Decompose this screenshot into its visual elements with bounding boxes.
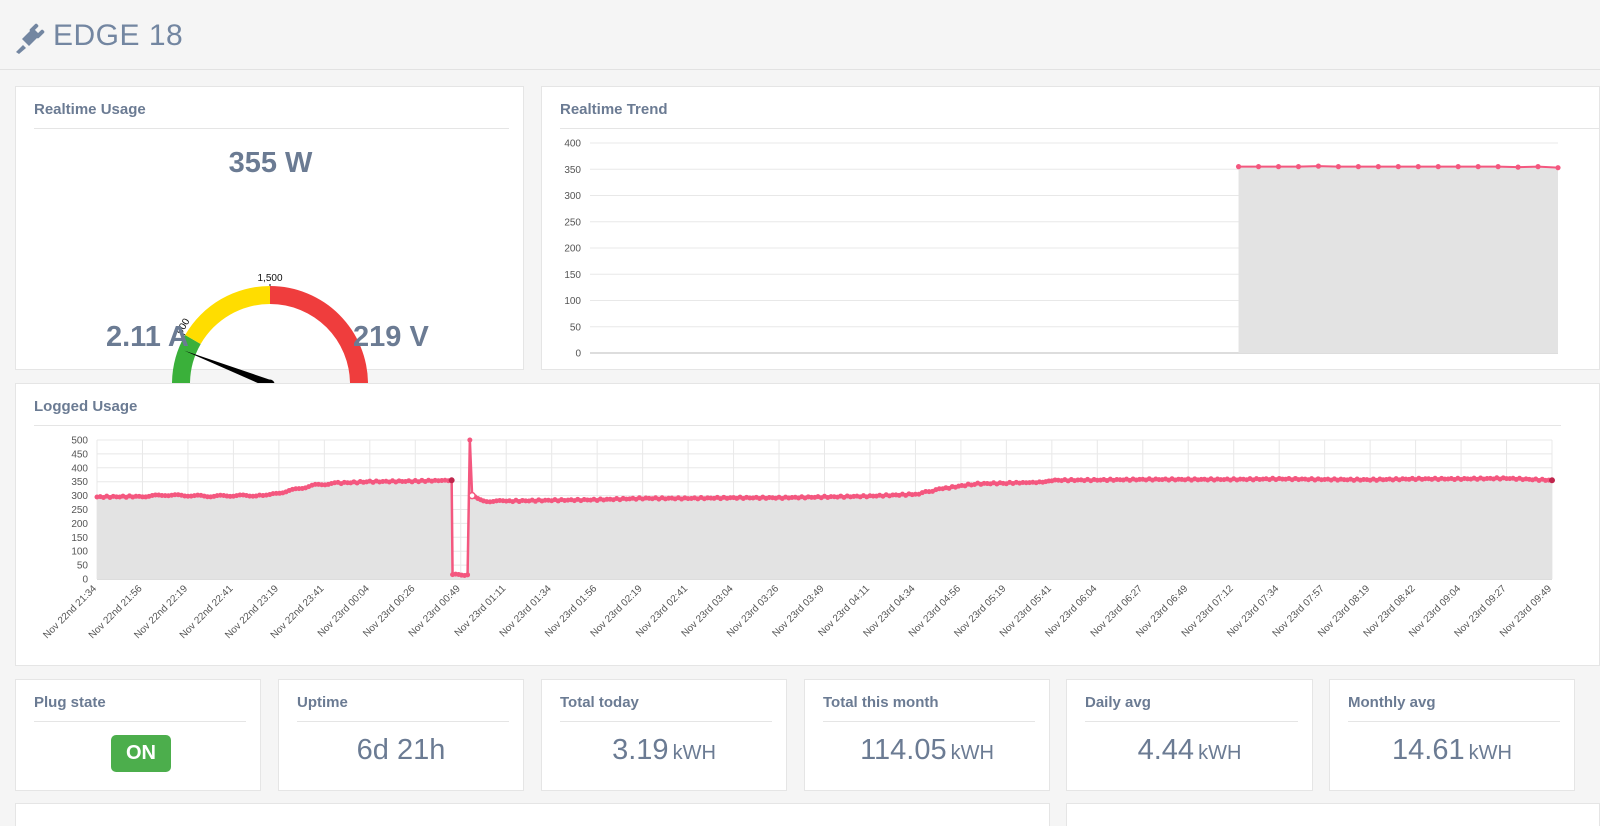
monthly-avg-value: 14.61 kWH — [1392, 734, 1512, 766]
card-label: Daily avg — [1085, 694, 1151, 711]
uptime-card: Uptime 6d 21h — [278, 679, 524, 791]
y-tick-label: 450 — [71, 449, 88, 460]
area-fill — [97, 440, 1552, 579]
daily-avg-value: 4.44 kWH — [1137, 734, 1242, 766]
daily-avg-card: Daily avg 4.44 kWH — [1066, 679, 1313, 791]
data-point — [465, 572, 471, 578]
data-point — [1515, 164, 1521, 170]
y-tick-label: 350 — [564, 165, 581, 176]
voltage-readout: 219 V — [353, 321, 429, 353]
total-month-value: 114.05 kWH — [860, 734, 994, 766]
gauge-band — [270, 286, 368, 384]
total-today-card: Total today 3.19 kWH — [541, 679, 787, 791]
y-tick-label: 100 — [564, 296, 581, 307]
data-point-marker — [448, 477, 455, 484]
plug-state-card: Plug state ON — [15, 679, 261, 791]
y-tick-label: 250 — [71, 505, 88, 516]
divider — [34, 721, 246, 722]
data-point — [1395, 164, 1401, 170]
y-tick-label: 400 — [71, 463, 88, 474]
total-today-value: 3.19 kWH — [612, 734, 716, 766]
gauge-needle — [184, 350, 272, 387]
data-point — [1535, 164, 1541, 170]
realtime-trend-chart[interactable]: 0 50 100 150 200 250 300 350 400 — [542, 131, 1600, 371]
y-tick-label: 150 — [564, 270, 581, 281]
divider — [560, 721, 772, 722]
page-title: EDGE 18 — [53, 19, 184, 52]
y-tick-label: 0 — [575, 349, 581, 360]
gauge-band — [172, 335, 201, 384]
uptime-value: 6d 21h — [356, 734, 446, 766]
data-point — [1335, 164, 1341, 170]
card-label: Uptime — [297, 694, 348, 711]
plug-state-toggle[interactable]: ON — [111, 735, 171, 772]
data-point-end — [1549, 477, 1555, 484]
data-point — [1495, 164, 1501, 170]
card-label: Total this month — [823, 694, 939, 711]
data-point — [1475, 164, 1481, 170]
panel-title: Realtime Trend — [560, 101, 668, 118]
data-point — [1435, 164, 1441, 170]
y-tick-label: 500 — [71, 436, 88, 447]
gauge-tick — [183, 333, 186, 336]
divider — [1348, 721, 1560, 722]
bottom-panel-right — [1066, 803, 1600, 826]
y-tick-label: 200 — [564, 244, 581, 255]
bottom-panel-left — [15, 803, 1050, 826]
y-tick-label: 350 — [71, 477, 88, 488]
card-label: Monthly avg — [1348, 694, 1436, 711]
data-point — [1275, 164, 1282, 170]
data-point — [1375, 164, 1381, 170]
page-header: EDGE 18 — [0, 0, 1600, 70]
y-tick-label: 0 — [82, 575, 88, 586]
divider — [1085, 721, 1298, 722]
total-month-card: Total this month 114.05 kWH — [804, 679, 1050, 791]
data-point — [1255, 164, 1262, 170]
card-label: Total today — [560, 694, 639, 711]
y-tick-label: 150 — [71, 533, 88, 544]
plug-icon — [16, 23, 45, 54]
panel-title: Realtime Usage — [34, 101, 146, 118]
divider — [823, 721, 1035, 722]
data-point — [1235, 164, 1242, 170]
realtime-trend-panel: Realtime Trend 0 50 100 150 200 250 300 350 400 — [541, 86, 1600, 370]
y-tick-label: 50 — [570, 322, 582, 333]
data-point — [1415, 164, 1421, 170]
current-readout: 2.11 A — [106, 321, 189, 353]
divider — [297, 721, 509, 722]
power-readout: 355 W — [228, 147, 313, 179]
card-label: Plug state — [34, 694, 106, 711]
data-point — [467, 437, 473, 443]
y-tick-label: 400 — [564, 139, 581, 150]
y-tick-label: 300 — [71, 491, 88, 502]
y-tick-label: 200 — [71, 519, 88, 530]
data-point — [1355, 164, 1361, 170]
divider — [34, 128, 509, 129]
y-tick-label: 250 — [564, 217, 581, 228]
panel-title: Logged Usage — [34, 398, 138, 415]
monthly-avg-card: Monthly avg 14.61 kWH — [1329, 679, 1575, 791]
data-point — [1295, 164, 1302, 170]
data-point — [1315, 163, 1322, 169]
divider — [560, 128, 1599, 129]
divider — [34, 425, 1561, 426]
data-point-peak — [468, 491, 476, 500]
area-fill — [1238, 166, 1558, 353]
data-point — [1455, 164, 1461, 170]
gauge-tick-label: 1,500 — [257, 273, 282, 284]
y-tick-label: 50 — [77, 561, 89, 572]
data-point — [1555, 165, 1561, 171]
y-tick-label: 300 — [564, 191, 581, 202]
y-tick-label: 100 — [71, 547, 88, 558]
logged-usage-panel: Logged Usage 0 50 100 150 200 250 300 350 400 450… — [15, 383, 1600, 666]
gauge-band — [185, 286, 270, 344]
